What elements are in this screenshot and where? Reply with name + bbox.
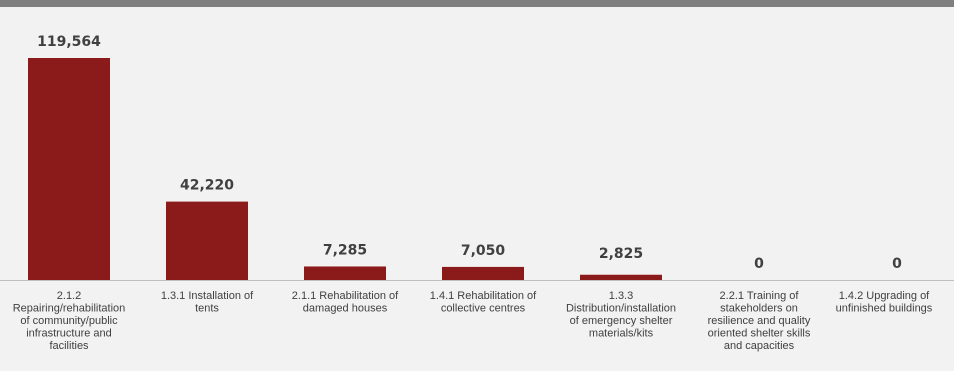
bar-0 xyxy=(28,58,110,280)
value-label-0: 119,564 xyxy=(37,34,101,50)
category-label-4: 1.3.3 Distribution/installation of emergen… xyxy=(566,290,676,340)
category-label-0: 2.1.2 Repairing/rehabilitation of communit… xyxy=(13,290,126,352)
category-label-1: 1.3.1 Installation of tents xyxy=(161,290,254,315)
value-label-1: 42,220 xyxy=(180,178,234,194)
value-label-6: 0 xyxy=(892,256,902,272)
category-label-2: 2.1.1 Rehabilitation of damaged houses xyxy=(292,290,399,315)
value-label-5: 0 xyxy=(754,256,764,272)
category-label-6: 1.4.2 Upgrading of unfinished buildings xyxy=(836,290,933,315)
value-label-3: 7,050 xyxy=(461,243,506,259)
bar-2 xyxy=(304,266,386,280)
category-label-5: 2.2.1 Training of stakeholders on resilien… xyxy=(708,290,811,352)
top-banner-bar xyxy=(0,0,954,7)
category-label-3: 1.4.1 Rehabilitation of collective centre… xyxy=(430,290,537,315)
bar-3 xyxy=(442,266,524,280)
value-label-2: 7,285 xyxy=(323,242,367,258)
bar-1 xyxy=(166,201,248,280)
value-label-4: 2,825 xyxy=(599,246,643,262)
bar-4 xyxy=(580,274,662,280)
